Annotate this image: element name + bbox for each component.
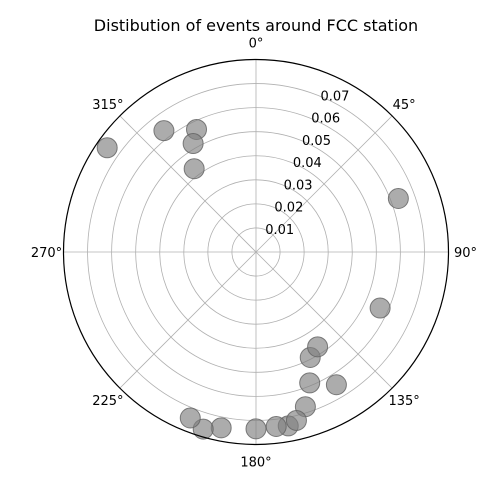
- data-point: [96, 137, 118, 159]
- radial-tick-labels: 0.01 0.02 0.03 0.04 0.05 0.06 0.07: [265, 89, 349, 237]
- r-tick-label: 0.06: [311, 112, 340, 127]
- data-points: [96, 118, 409, 440]
- angular-gridline: [119, 115, 257, 253]
- theta-tick-label: 225°: [92, 394, 123, 409]
- r-tick-label: 0.02: [274, 201, 303, 216]
- angular-gridline: [119, 251, 257, 389]
- r-tick-label: 0.01: [265, 223, 294, 238]
- theta-tick-label: 180°: [240, 456, 271, 471]
- data-point: [245, 418, 267, 440]
- polar-frame: [62, 58, 450, 446]
- data-point: [325, 374, 347, 396]
- angular-tick-labels: 0° 45° 90° 135° 180° 225° 270° 315°: [31, 37, 477, 471]
- data-point: [183, 158, 205, 180]
- theta-tick-label: 45°: [393, 98, 416, 113]
- grid: [63, 59, 449, 445]
- chart-title: Distibution of events around FCC station: [94, 16, 418, 35]
- data-point: [210, 417, 232, 439]
- data-point: [285, 409, 307, 431]
- data-point: [299, 372, 321, 394]
- data-point: [387, 187, 409, 209]
- r-tick-label: 0.04: [293, 156, 322, 171]
- data-point: [369, 297, 391, 319]
- theta-tick-label: 90°: [454, 246, 477, 261]
- theta-tick-label: 0°: [249, 37, 264, 52]
- theta-tick-label: 315°: [92, 98, 123, 113]
- r-tick-label: 0.05: [302, 134, 331, 149]
- data-point: [179, 407, 201, 429]
- theta-tick-label: 270°: [31, 246, 62, 261]
- r-tick-label: 0.03: [284, 178, 313, 193]
- data-point: [307, 336, 329, 358]
- theta-tick-label: 135°: [388, 394, 419, 409]
- data-point: [182, 133, 204, 155]
- angular-gridline: [255, 115, 393, 253]
- data-point: [153, 120, 175, 142]
- data-point: [265, 415, 287, 437]
- angular-gridline: [255, 251, 393, 389]
- r-tick-label: 0.07: [320, 89, 349, 104]
